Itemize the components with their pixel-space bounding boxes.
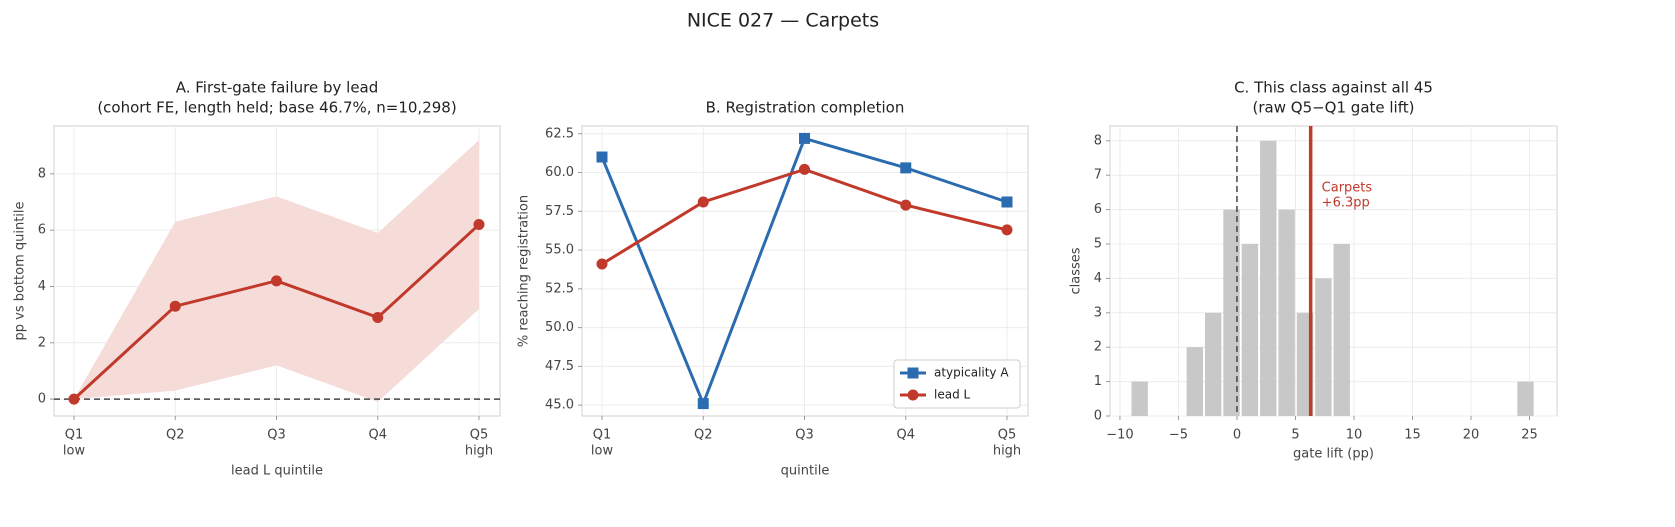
y-tick-label: 2 <box>1094 340 1102 355</box>
point <box>697 398 709 410</box>
chart-title: B. Registration completion <box>706 99 905 117</box>
x-tick-label: Q2 <box>166 428 185 443</box>
highlight-label: Carpets <box>1322 181 1373 196</box>
x-tick-label: Q3 <box>795 428 814 443</box>
x-tick-label: 0 <box>1233 428 1241 443</box>
y-tick-label: 62.5 <box>545 126 574 141</box>
x-tick-label: 10 <box>1346 428 1363 443</box>
y-tick-label: 47.5 <box>545 359 574 374</box>
y-tick-label: 6 <box>1094 202 1102 217</box>
y-tick-label: 0 <box>38 392 46 407</box>
x-tick-label: Q4 <box>368 428 387 443</box>
y-tick-label: 7 <box>1094 168 1102 183</box>
y-axis-label: % reaching registration <box>517 195 532 347</box>
chart-title: A. First-gate failure by lead <box>176 79 379 97</box>
y-tick-label: 52.5 <box>545 281 574 296</box>
bar <box>1517 381 1534 416</box>
y-tick-label: 8 <box>1094 133 1102 148</box>
bar <box>1131 381 1148 416</box>
plot-area <box>1109 125 1558 417</box>
y-tick-label: 57.5 <box>545 204 574 219</box>
x-tick-note: low <box>591 444 614 459</box>
point <box>473 219 485 231</box>
x-tick-label: 5 <box>1291 428 1299 443</box>
point <box>596 258 608 270</box>
x-tick-note: low <box>63 444 86 459</box>
x-tick-label: Q1 <box>593 428 612 443</box>
bar <box>1260 140 1277 416</box>
y-tick-label: 1 <box>1094 374 1102 389</box>
x-tick-label: Q1 <box>65 428 84 443</box>
y-tick-label: 4 <box>1094 271 1102 286</box>
x-tick-label: 25 <box>1521 428 1538 443</box>
point <box>799 132 810 144</box>
x-tick-note: high <box>465 444 493 459</box>
y-tick-label: 2 <box>38 335 46 350</box>
point <box>68 393 80 405</box>
y-tick-label: 0 <box>1094 409 1102 424</box>
point <box>1001 196 1013 208</box>
point <box>697 196 709 208</box>
bar <box>1223 209 1240 416</box>
figure-title: NICE 027 — Carpets <box>687 10 879 32</box>
legend-marker <box>907 367 919 379</box>
point <box>900 162 912 174</box>
x-tick-label: Q2 <box>694 428 713 443</box>
bar <box>1315 278 1332 416</box>
highlight-label: +6.3pp <box>1322 196 1370 211</box>
bar <box>1186 347 1203 416</box>
point <box>1001 224 1013 236</box>
confidence-band <box>74 140 479 402</box>
x-tick-label: Q4 <box>896 428 915 443</box>
y-tick-label: 8 <box>38 166 46 181</box>
x-tick-label: −5 <box>1169 428 1188 443</box>
bar <box>1278 209 1295 416</box>
y-axis-label: classes <box>1069 247 1084 294</box>
chart-title: (cohort FE, length held; base 46.7%, n=1… <box>97 99 456 117</box>
x-tick-label: Q3 <box>267 428 286 443</box>
x-tick-label: Q5 <box>998 428 1017 443</box>
x-tick-label: 15 <box>1404 428 1421 443</box>
point <box>799 163 810 175</box>
y-tick-label: 60.0 <box>545 165 574 180</box>
x-axis-label: gate lift (pp) <box>1293 447 1374 462</box>
x-tick-label: −10 <box>1106 428 1133 443</box>
y-tick-label: 5 <box>1094 236 1102 251</box>
bar <box>1241 243 1259 416</box>
chart-title: (raw Q5−Q1 gate lift) <box>1253 99 1415 117</box>
x-axis-label: quintile <box>781 464 830 479</box>
x-tick-label: Q5 <box>470 428 489 443</box>
legend-marker <box>907 389 919 401</box>
y-tick-label: 6 <box>38 223 46 238</box>
x-axis-label: lead L quintile <box>231 464 323 479</box>
x-tick-label: 20 <box>1463 428 1480 443</box>
bar <box>1204 312 1222 416</box>
legend-label: atypicality A <box>934 366 1009 380</box>
y-tick-label: 45.0 <box>545 398 574 413</box>
chart-title: C. This class against all 45 <box>1234 79 1433 97</box>
bar <box>1333 243 1350 416</box>
legend-label: lead L <box>934 388 971 402</box>
point <box>900 199 912 211</box>
x-tick-note: high <box>993 444 1021 459</box>
point <box>596 151 608 163</box>
y-tick-label: 50.0 <box>545 320 574 335</box>
y-axis-label: pp vs bottom quintile <box>13 201 28 340</box>
point <box>169 300 181 312</box>
y-tick-label: 3 <box>1094 305 1102 320</box>
point <box>271 275 282 287</box>
y-tick-label: 4 <box>38 279 46 294</box>
y-tick-label: 55.0 <box>545 243 574 258</box>
point <box>372 311 384 323</box>
